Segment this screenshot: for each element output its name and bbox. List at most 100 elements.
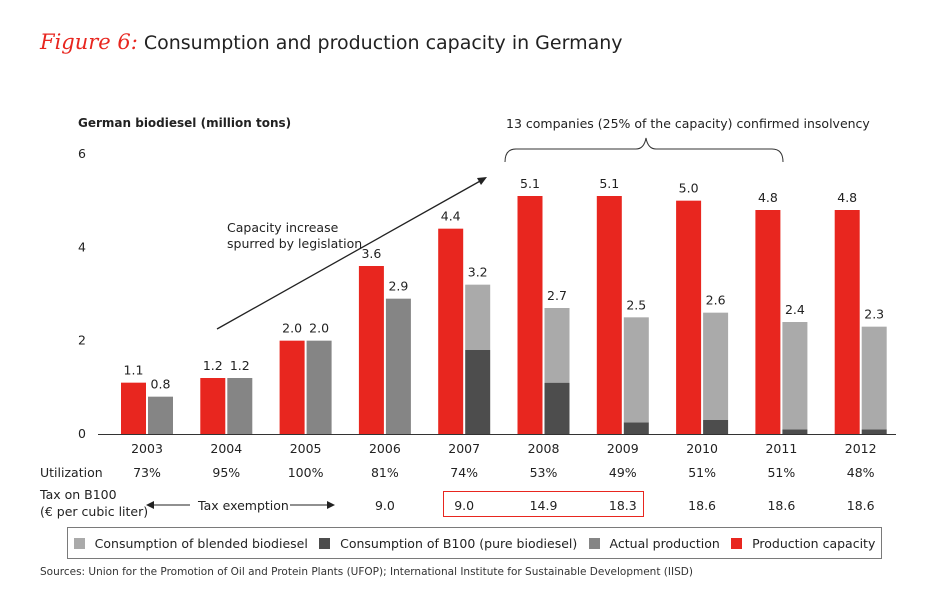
- tax-cell: 14.9: [529, 498, 558, 513]
- y-tick-label: 6: [78, 146, 86, 161]
- legend-label: Consumption of B100 (pure biodiesel): [340, 535, 578, 551]
- tax-exemption-arrows: [146, 501, 335, 509]
- capacity-arrow: [216, 177, 487, 330]
- label-second-bar: 1.2: [230, 358, 250, 373]
- utilization-cell: 100%: [287, 465, 324, 480]
- x-tick-label: 2012: [845, 441, 877, 456]
- bar-production-capacity: [438, 228, 464, 434]
- x-tick-label: 2004: [210, 441, 242, 456]
- insolvency-annotation: 13 companies (25% of the capacity) confi…: [506, 116, 870, 131]
- bar-production-capacity: [596, 196, 622, 434]
- tax-cell: 18.3: [608, 498, 637, 513]
- tax-cell: 9.0: [454, 498, 475, 513]
- y-tick-label: 0: [78, 426, 86, 441]
- bar-b100-consumption: [703, 420, 729, 434]
- capacity-arrow-line: [216, 179, 483, 330]
- bar-production-capacity: [358, 266, 384, 434]
- utilization-cell: 74%: [450, 465, 479, 480]
- legend-item: Production capacity: [731, 536, 875, 551]
- bar-blended-consumption: [465, 284, 491, 350]
- bar-production-capacity: [834, 210, 860, 434]
- tax-cell: 18.6: [767, 498, 796, 513]
- label-second-bar: 2.9: [388, 279, 408, 294]
- label-second-bar: 3.2: [468, 265, 488, 280]
- figure-title: Figure 6: Consumption and production capa…: [40, 30, 623, 54]
- label-production-capacity: 4.8: [758, 190, 778, 205]
- x-tick-label: 2011: [765, 441, 797, 456]
- bar-b100-consumption: [623, 422, 649, 434]
- y-axis-label: German biodiesel (million tons): [78, 116, 292, 130]
- bar-b100-consumption: [465, 350, 491, 434]
- legend-swatch: [319, 537, 331, 549]
- bar-b100-consumption: [544, 382, 570, 434]
- bar-actual-production: [227, 378, 253, 434]
- x-tick-label: 2003: [131, 441, 163, 456]
- bar-production-capacity: [517, 196, 543, 434]
- bar-blended-consumption: [861, 326, 887, 430]
- bar-blended-consumption: [782, 322, 808, 430]
- legend: Consumption of blended biodiesel Consumpt…: [67, 527, 882, 559]
- capacity-annotation-line1: Capacity increase: [227, 220, 339, 235]
- legend-label: Production capacity: [752, 535, 876, 551]
- tax-cell: 18.6: [688, 498, 717, 513]
- legend-label: Consumption of blended biodiesel: [94, 535, 308, 551]
- right-arrow-head: [327, 501, 335, 509]
- x-tick-label: 2010: [686, 441, 718, 456]
- label-production-capacity: 4.8: [837, 190, 857, 205]
- legend-swatch: [588, 537, 600, 549]
- utilization-cell: 73%: [133, 465, 161, 480]
- figure-number: Figure 6:: [40, 30, 138, 54]
- legend-label: Actual production: [609, 535, 720, 551]
- label-second-bar: 2.5: [626, 297, 646, 312]
- tax-exemption-text: Tax exemption: [198, 498, 289, 513]
- bar-production-capacity: [676, 200, 702, 434]
- insolvency-bracket: [504, 137, 784, 163]
- label-production-capacity: 5.0: [679, 181, 699, 196]
- label-production-capacity: 4.4: [441, 209, 461, 224]
- legend-item: Consumption of B100 (pure biodiesel): [319, 536, 577, 551]
- label-second-bar: 2.0: [309, 321, 329, 336]
- tax-row-label-line1: Tax on B100: [40, 487, 117, 502]
- label-second-bar: 2.3: [864, 307, 884, 322]
- label-second-bar: 2.4: [785, 302, 805, 317]
- legend-item: Consumption of blended biodiesel: [73, 535, 308, 551]
- label-second-bar: 2.6: [706, 293, 726, 308]
- x-tick-label: 2005: [290, 441, 322, 456]
- label-second-bar: 2.7: [547, 288, 567, 303]
- label-production-capacity: 5.1: [520, 176, 540, 191]
- utilization-cell: 49%: [608, 465, 637, 480]
- tax-highlight-box: [443, 491, 644, 517]
- bar-production-capacity: [279, 340, 305, 434]
- label-production-capacity: 1.1: [124, 363, 144, 378]
- bars: [121, 196, 887, 434]
- y-tick-label: 4: [78, 239, 86, 254]
- bar-production-capacity: [121, 382, 146, 434]
- tax-cell: 9.0: [374, 498, 395, 513]
- bar-production-capacity: [200, 378, 226, 434]
- bar-actual-production: [385, 298, 411, 434]
- bar-blended-consumption: [623, 317, 649, 423]
- utilization-cell: 53%: [529, 465, 558, 480]
- bar-blended-consumption: [703, 312, 729, 420]
- utilization-cell: 81%: [370, 465, 399, 480]
- source-note: Sources: Union for the Promotion of Oil …: [40, 566, 693, 578]
- capacity-arrow-head: [477, 177, 487, 185]
- left-arrow-head: [146, 501, 154, 509]
- tax-cell: 18.6: [846, 498, 875, 513]
- x-tick-label: 2007: [448, 441, 480, 456]
- y-ticks: 0 2 4 6: [78, 146, 86, 441]
- x-tick-label: 2006: [369, 441, 401, 456]
- label-production-capacity: 5.1: [599, 176, 619, 191]
- bar-production-capacity: [755, 210, 781, 434]
- utilization-cell: 95%: [212, 465, 241, 480]
- data-labels: 1.1 0.8 1.2 1.2 2.0 2.0 3.6 2.9 4.4 3.2 5.1 2.7 5.1 2…: [124, 176, 885, 392]
- capacity-annotation: Capacity increase spurred by legislation: [227, 220, 362, 252]
- figure-title-text: Consumption and production capacity in G…: [143, 32, 623, 54]
- label-production-capacity: 3.6: [361, 246, 381, 261]
- label-production-capacity: 1.2: [203, 358, 223, 373]
- legend-swatch: [73, 537, 85, 549]
- bar-actual-production: [148, 396, 173, 434]
- capacity-annotation-line2: spurred by legislation: [227, 236, 363, 251]
- bar-actual-production: [306, 340, 332, 434]
